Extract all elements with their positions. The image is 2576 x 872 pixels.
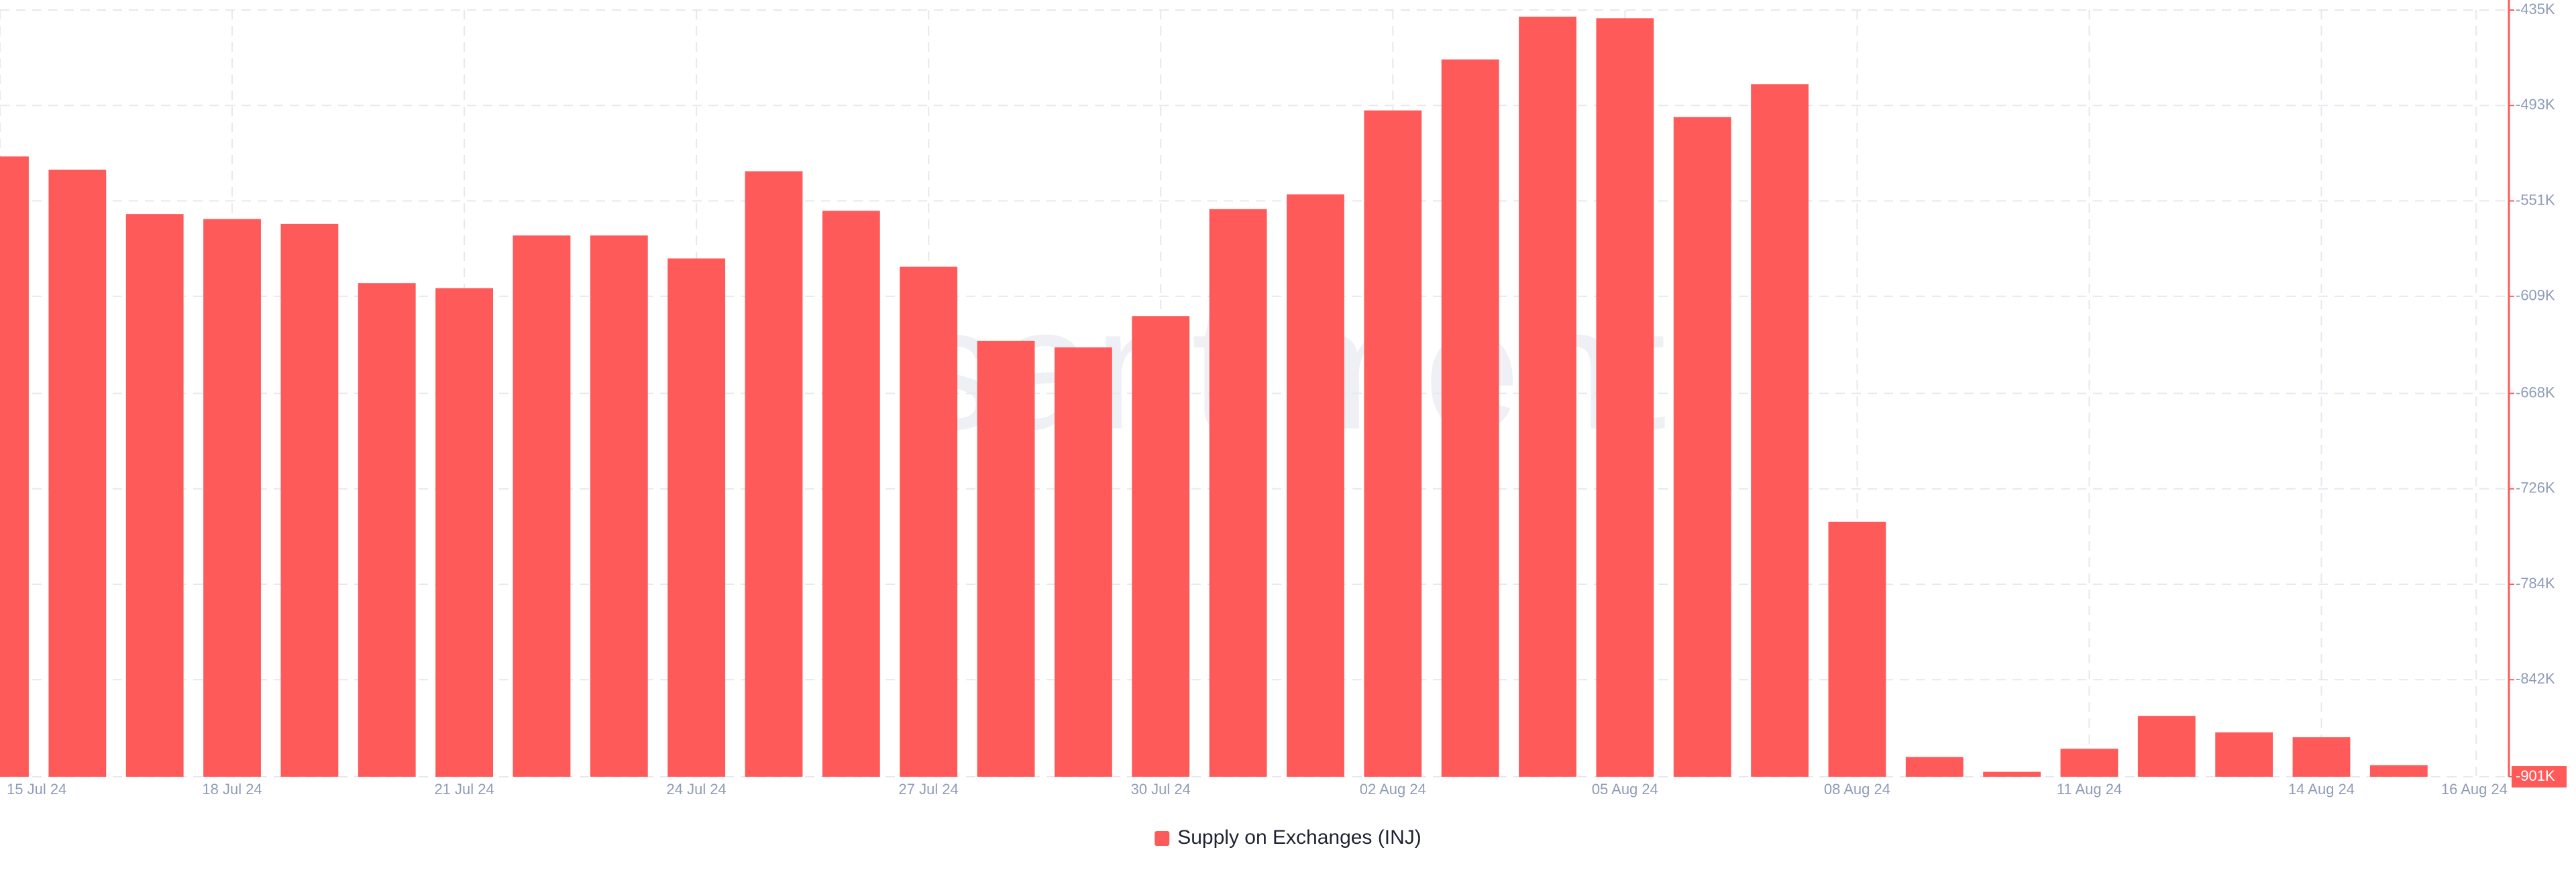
bar: [1828, 521, 1886, 777]
y-tick-highlight: [2512, 766, 2567, 787]
x-tick-label: 14 Aug 24: [2288, 781, 2355, 798]
x-tick-label: 18 Jul 24: [202, 781, 262, 798]
x-tick-label: 16 Aug 24: [2441, 781, 2508, 798]
bar: [48, 169, 107, 777]
x-tick-label: 15 Jul 24: [7, 781, 66, 798]
bar: [1673, 117, 1731, 777]
bar: [1132, 316, 1190, 777]
x-tick-label: 05 Aug 24: [1592, 781, 1658, 798]
bar: [822, 211, 880, 777]
bar: [2060, 749, 2118, 777]
x-tick-label: 24 Jul 24: [667, 781, 727, 798]
bar: [977, 341, 1035, 777]
y-tick-label: -726K: [2516, 480, 2555, 496]
bar: [590, 235, 648, 777]
bar: [513, 235, 571, 777]
bar: [2369, 765, 2428, 777]
bar: [280, 223, 339, 777]
x-tick-label: 08 Aug 24: [1824, 781, 1890, 798]
x-tick-label: 21 Jul 24: [434, 781, 494, 798]
bar: [2215, 732, 2273, 777]
y-tick-label: -493K: [2516, 96, 2555, 113]
bar: [203, 219, 261, 777]
bar: [1983, 771, 2041, 777]
y-tick-label: -784K: [2516, 575, 2555, 592]
x-tick-label: 27 Jul 24: [899, 781, 959, 798]
y-tick-label: -668K: [2516, 384, 2555, 400]
bar: [1596, 18, 1654, 777]
bar: [435, 288, 494, 777]
bar: [1751, 84, 1809, 777]
bar: [358, 283, 416, 777]
y-tick-label: -551K: [2516, 191, 2555, 208]
bar: [125, 214, 184, 777]
y-tick-label: -609K: [2516, 287, 2555, 304]
bar: [1287, 194, 1344, 777]
bar: [2292, 737, 2351, 777]
bar: [1519, 16, 1576, 777]
bar: [2137, 716, 2196, 777]
bar: [745, 171, 803, 777]
y-tick-label: -842K: [2516, 670, 2555, 687]
legend-label: Supply on Exchanges (INJ): [1177, 826, 1421, 849]
x-tick-label: 02 Aug 24: [1360, 781, 1426, 798]
bar: [667, 258, 726, 777]
bar: [900, 266, 958, 777]
y-tick-label: -901K: [2516, 767, 2555, 784]
bar: [1364, 110, 1422, 777]
bar: [0, 156, 29, 777]
y-tick-label: -435K: [2516, 1, 2555, 17]
x-tick-label: 11 Aug 24: [2057, 781, 2122, 798]
bar: [1441, 59, 1499, 777]
x-tick-label: 30 Jul 24: [1131, 781, 1191, 798]
legend-swatch: [1155, 831, 1170, 846]
bar: [1054, 347, 1112, 777]
bar: [1209, 209, 1267, 777]
bar: [1905, 757, 1964, 777]
